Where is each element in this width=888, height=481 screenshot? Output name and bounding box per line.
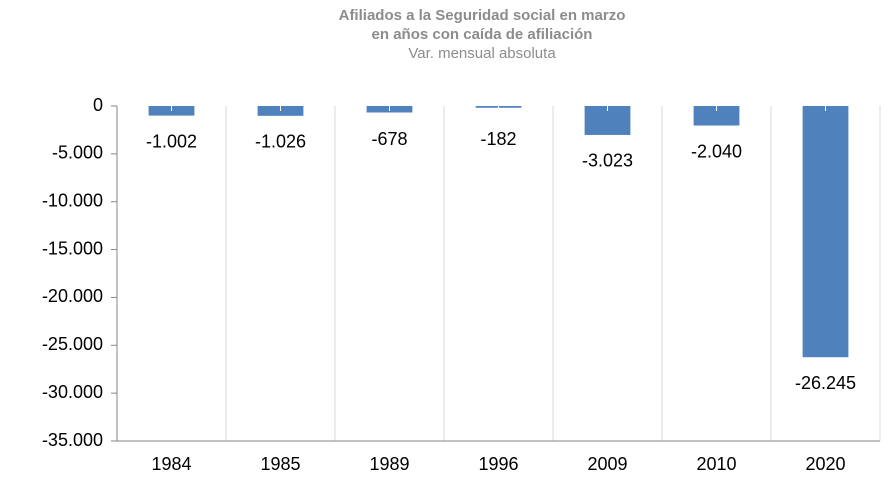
x-tick-label: 2009 — [587, 454, 627, 474]
y-tick-label: -25.000 — [42, 334, 103, 354]
y-tick-label: -15.000 — [42, 238, 103, 258]
value-label: -2.040 — [691, 141, 742, 161]
y-tick-label: -30.000 — [42, 382, 103, 402]
y-tick-label: -5.000 — [52, 143, 103, 163]
value-label: -182 — [480, 129, 516, 149]
y-tick-label: -20.000 — [42, 286, 103, 306]
x-tick-label: 2010 — [696, 454, 736, 474]
value-label: -3.023 — [582, 151, 633, 171]
y-tick-label: -35.000 — [42, 430, 103, 450]
bar — [802, 106, 849, 358]
chart-title: Afiliados a la Seguridad social en marzo — [339, 7, 626, 24]
x-tick-label: 1984 — [151, 454, 191, 474]
y-tick-label: 0 — [93, 95, 103, 115]
chart-subtitle: Var. mensual absoluta — [408, 45, 556, 62]
chart-title: en años con caída de afiliación — [372, 26, 593, 43]
value-label: -1.026 — [255, 132, 306, 152]
value-label: -1.002 — [146, 131, 197, 151]
x-tick-label: 2020 — [805, 454, 845, 474]
value-label: -678 — [371, 129, 407, 149]
value-label: -26.245 — [795, 373, 856, 393]
y-tick-label: -10.000 — [42, 190, 103, 210]
x-tick-label: 1985 — [260, 454, 300, 474]
x-tick-label: 1989 — [369, 454, 409, 474]
bar — [693, 106, 740, 126]
x-tick-label: 1996 — [478, 454, 518, 474]
